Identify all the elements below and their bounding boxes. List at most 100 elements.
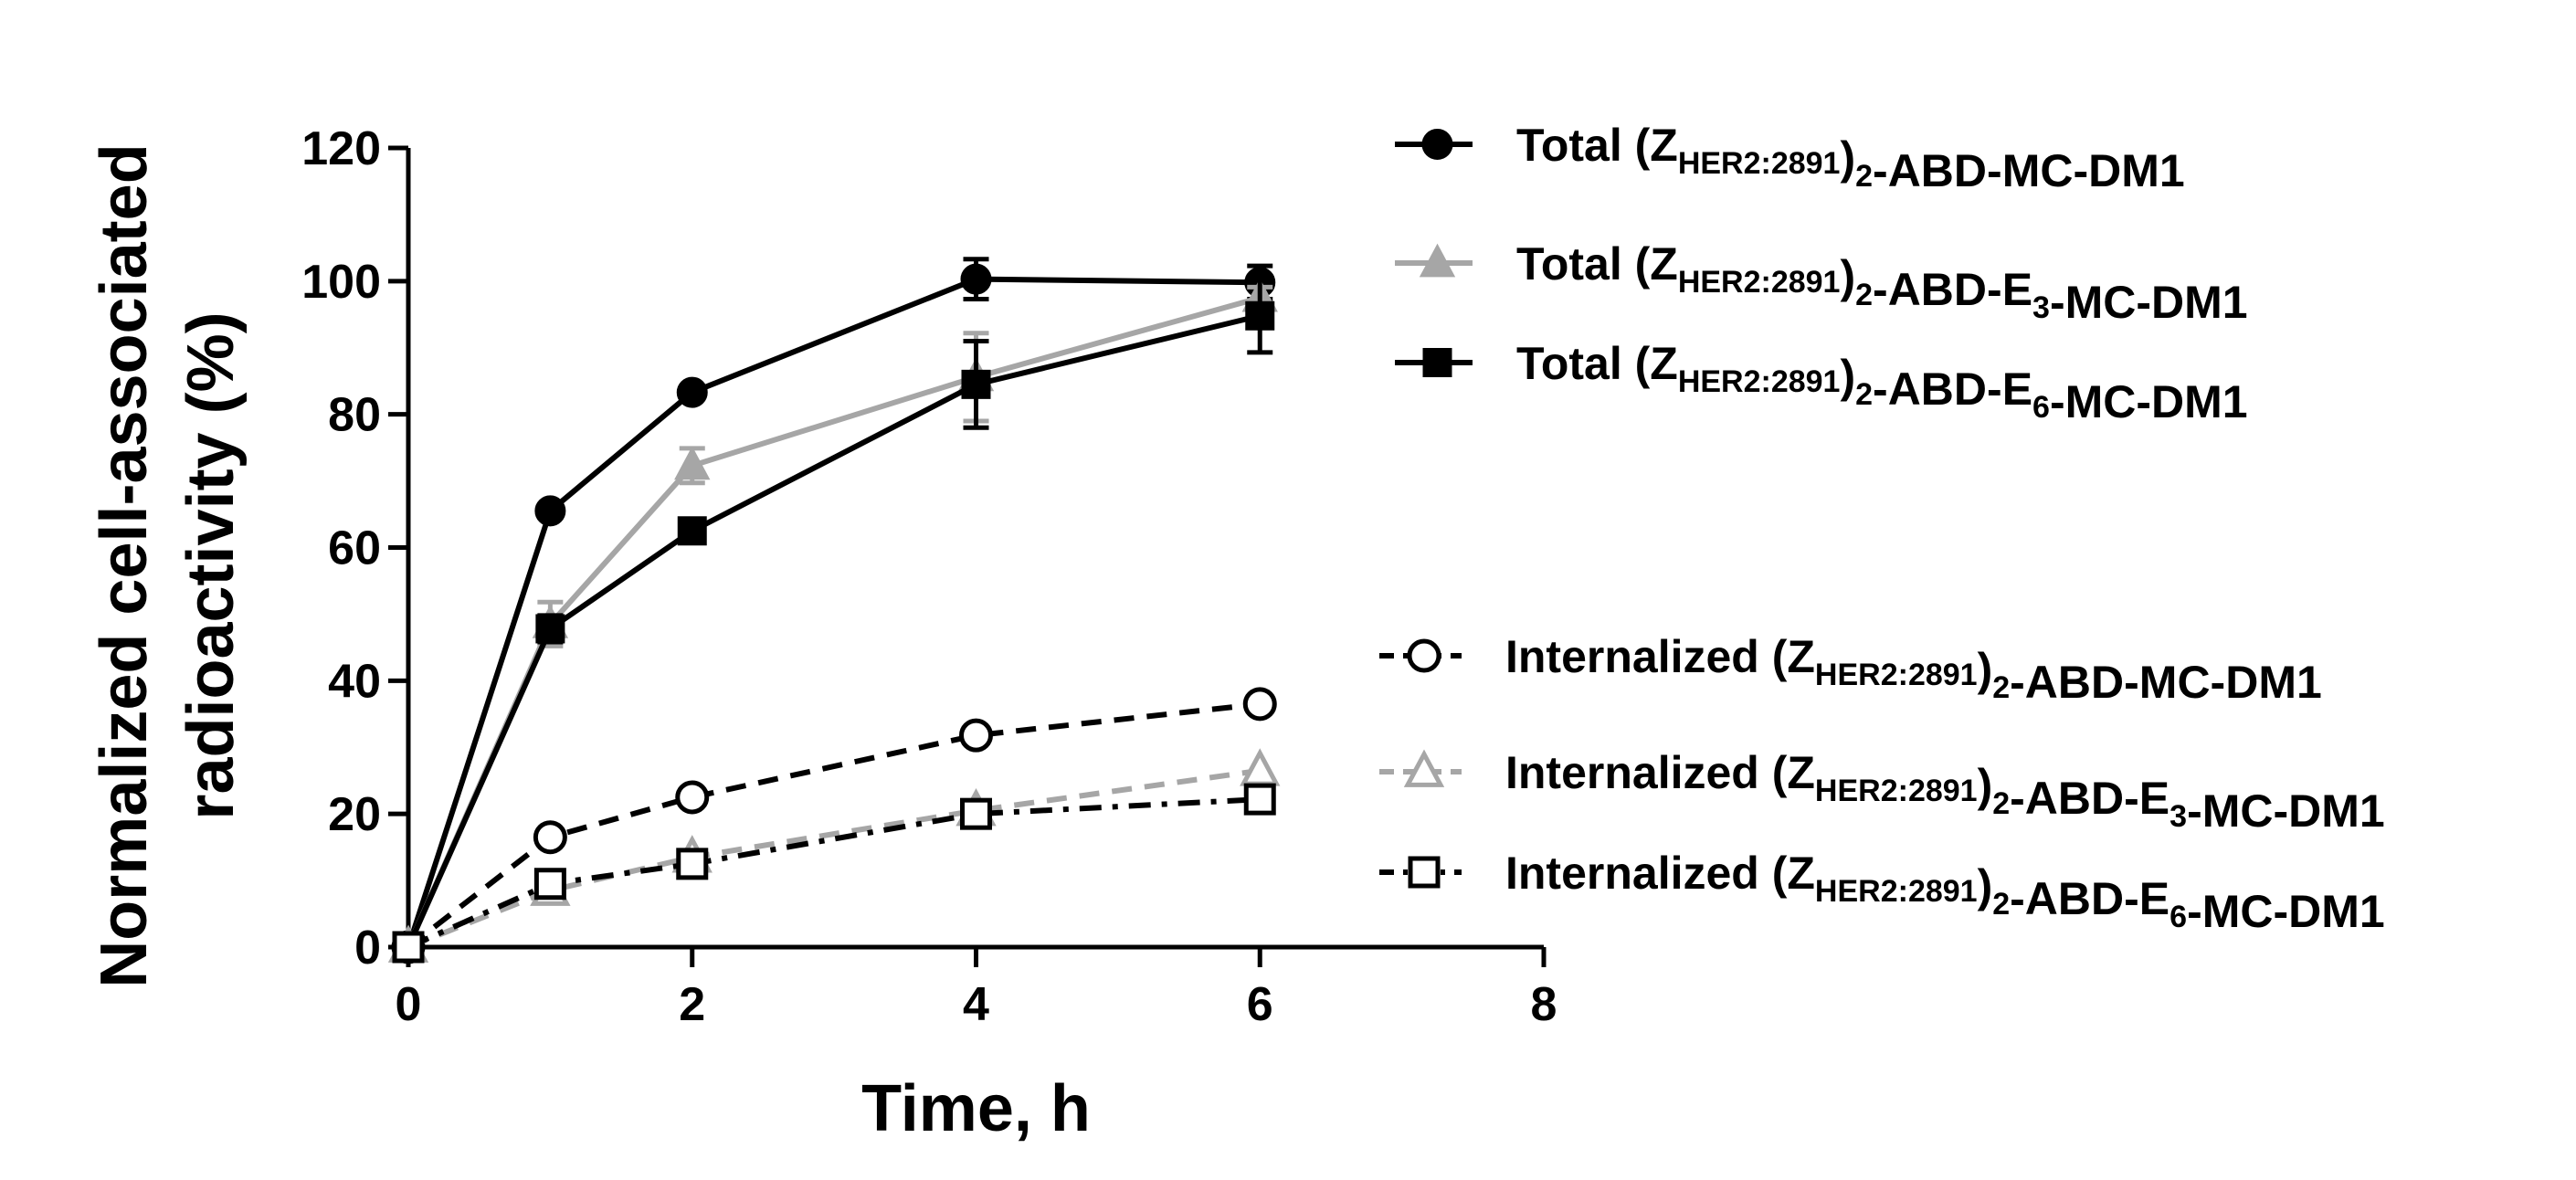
legend-text-tail: -MC-DM1 bbox=[2187, 785, 2385, 837]
x-tick-label: 2 bbox=[679, 978, 705, 1031]
legend-text-sub2: 2 bbox=[1992, 887, 2010, 922]
data-point bbox=[959, 718, 993, 753]
x-tick-label: 0 bbox=[396, 978, 422, 1031]
y-tick-label: 20 bbox=[328, 788, 381, 841]
legend-item-int-e3: Internalized (ZHER2:2891)2-ABD-E3-MC-DM1 bbox=[1379, 747, 2385, 837]
legend-text-prefix: Internalized (Z bbox=[1505, 631, 1815, 682]
legend-text-sub1: HER2:2891 bbox=[1678, 265, 1841, 300]
series-int-e6 bbox=[392, 783, 1276, 964]
legend-label-int-e6: Internalized (ZHER2:2891)2-ABD-E6-MC-DM1 bbox=[1505, 848, 2385, 937]
legend-item-int-mc: Internalized (ZHER2:2891)2-ABD-MC-DM1 bbox=[1379, 631, 2322, 708]
legend-item-total-e6: Total (ZHER2:2891)2-ABD-E6-MC-DM1 bbox=[1395, 338, 2248, 427]
legend-text-ele: E bbox=[2002, 264, 2032, 315]
y-tick-label: 80 bbox=[328, 389, 381, 442]
data-point bbox=[676, 376, 708, 408]
y-tick-label: 100 bbox=[301, 256, 381, 309]
legend-text-suffix: -ABD- bbox=[1873, 145, 2002, 196]
data-point bbox=[674, 446, 711, 480]
legend-text-prefix: Internalized (Z bbox=[1505, 747, 1815, 798]
legend-text-elesub: 3 bbox=[2032, 290, 2050, 325]
legend-text-sub1: HER2:2891 bbox=[1815, 658, 1978, 692]
legend-text-sub2: 2 bbox=[1855, 159, 1873, 194]
legend-text-elesub: 6 bbox=[2170, 900, 2187, 934]
plot-area bbox=[387, 257, 1281, 964]
axes: 0 20 40 60 80 100 120 0 2 4 6 8 Time, h Normalized ce… bbox=[88, 122, 1557, 1145]
legend-text-tail: -MC-DM1 bbox=[2050, 376, 2248, 427]
data-point bbox=[533, 868, 566, 901]
y-axis-label-line1: Normalized cell-associated bbox=[88, 143, 161, 987]
data-point bbox=[533, 820, 567, 855]
x-tick-label: 4 bbox=[963, 978, 989, 1031]
series-line-int-e3 bbox=[406, 767, 1261, 950]
legend-label-int-mc: Internalized (ZHER2:2891)2-ABD-MC-DM1 bbox=[1505, 631, 2322, 708]
data-point bbox=[676, 848, 709, 880]
legend-text-mid: ) bbox=[1840, 132, 1855, 184]
legend-text-mid: ) bbox=[1978, 860, 1993, 911]
legend-marker-int-mc bbox=[1407, 638, 1441, 673]
legend-text-suffix: -ABD- bbox=[2010, 873, 2139, 924]
legend-label-total-e3: Total (ZHER2:2891)2-ABD-E3-MC-DM1 bbox=[1516, 238, 2248, 328]
legend-text-prefix: Total (Z bbox=[1516, 238, 1678, 290]
legend-text-sub2: 2 bbox=[1855, 377, 1873, 412]
legend-marker-total-e6 bbox=[1422, 348, 1452, 377]
y-tick-label: 60 bbox=[328, 522, 381, 575]
legend-text-sub2: 2 bbox=[1992, 786, 2010, 821]
data-point bbox=[961, 369, 991, 399]
y-axis-label-line2: radioactivity (%) bbox=[174, 311, 248, 819]
legend-item-total-e3: Total (ZHER2:2891)2-ABD-E3-MC-DM1 bbox=[1395, 238, 2248, 328]
legend-text-tail: -MC-DM1 bbox=[2187, 886, 2385, 937]
legend-text-tail: -MC-DM1 bbox=[2050, 277, 2248, 328]
legend-text-suffix: -ABD- bbox=[2010, 773, 2139, 824]
legend-text-ele: E bbox=[2139, 873, 2170, 924]
legend-text-elesub: 3 bbox=[2170, 799, 2187, 834]
y-tick-label: 120 bbox=[301, 122, 381, 175]
legend-text-prefix: Total (Z bbox=[1516, 120, 1678, 171]
data-point bbox=[1243, 783, 1276, 816]
legend-text-prefix: Total (Z bbox=[1516, 338, 1678, 389]
series-line-int-mc bbox=[406, 701, 1261, 950]
legend-text-prefix: Internalized (Z bbox=[1505, 848, 1815, 899]
legend-text-ele: E bbox=[2002, 363, 2032, 415]
legend-text-tail: MC-DM1 bbox=[2002, 145, 2185, 196]
data-point bbox=[535, 614, 565, 644]
legend-marker-int-e3 bbox=[1403, 749, 1445, 787]
y-tick-label: 0 bbox=[354, 922, 381, 975]
legend-marker-total-e3 bbox=[1419, 243, 1456, 278]
legend-text-sub1: HER2:2891 bbox=[1815, 774, 1978, 808]
legend-item-total-mc: Total (ZHER2:2891)2-ABD-MC-DM1 bbox=[1395, 120, 2185, 196]
data-point bbox=[960, 797, 992, 830]
series-int-mc bbox=[391, 687, 1277, 964]
legend-label-int-e3: Internalized (ZHER2:2891)2-ABD-E3-MC-DM1 bbox=[1505, 747, 2385, 837]
legend-text-mid: ) bbox=[1978, 644, 1993, 695]
y-tick-label: 40 bbox=[328, 655, 381, 708]
legend-text-tail: MC-DM1 bbox=[2139, 657, 2322, 708]
legend-text-mid: ) bbox=[1840, 251, 1855, 302]
series-line-total-mc bbox=[406, 276, 1261, 948]
legend-text-sub1: HER2:2891 bbox=[1815, 874, 1978, 909]
data-point bbox=[1242, 687, 1277, 722]
legend-text-elesub: 6 bbox=[2032, 390, 2050, 425]
data-point bbox=[534, 495, 566, 527]
data-point bbox=[677, 516, 707, 546]
x-tick-label: 8 bbox=[1531, 978, 1557, 1031]
legend-text-mid: ) bbox=[1978, 760, 1993, 811]
data-point bbox=[1245, 300, 1275, 331]
x-tick-label: 6 bbox=[1247, 978, 1273, 1031]
legend-text-sub2: 2 bbox=[1855, 278, 1873, 312]
data-point bbox=[675, 780, 710, 815]
legend-marker-int-e6 bbox=[1408, 856, 1441, 889]
x-axis-label: Time, h bbox=[861, 1072, 1091, 1145]
legend-item-int-e6: Internalized (ZHER2:2891)2-ABD-E6-MC-DM1 bbox=[1379, 848, 2385, 937]
legend-text-suffix: -ABD- bbox=[1873, 264, 2002, 315]
legend-text-suffix: -ABD- bbox=[2010, 657, 2139, 708]
legend-text-ele: E bbox=[2139, 773, 2170, 824]
data-point bbox=[392, 931, 425, 964]
legend-label-total-mc: Total (ZHER2:2891)2-ABD-MC-DM1 bbox=[1516, 120, 2185, 196]
data-point bbox=[1240, 748, 1281, 786]
legend-text-suffix: -ABD- bbox=[1873, 363, 2002, 415]
data-point bbox=[960, 263, 992, 295]
legend-text-sub1: HER2:2891 bbox=[1678, 146, 1841, 181]
legend-text-mid: ) bbox=[1840, 351, 1855, 402]
